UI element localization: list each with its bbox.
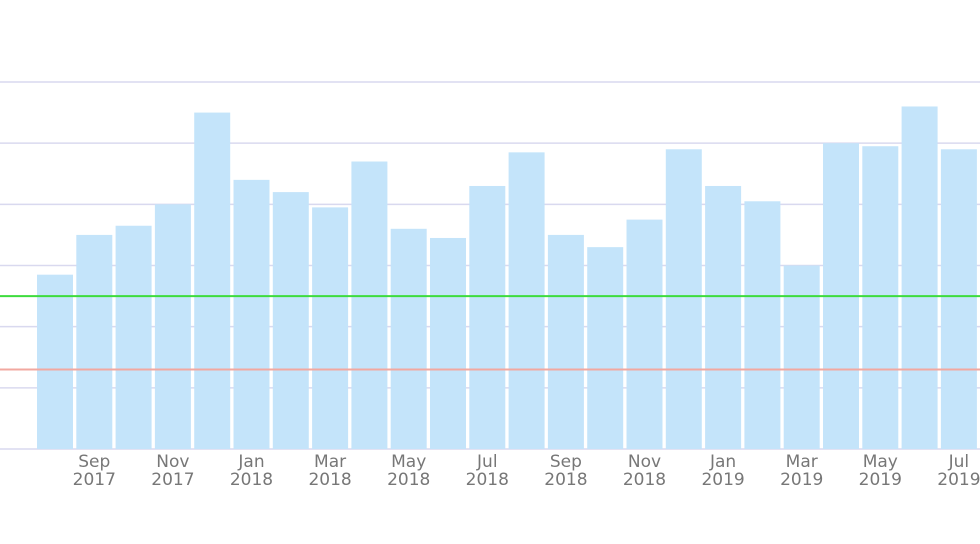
bar [665, 149, 702, 450]
bar [272, 192, 309, 449]
bar [626, 219, 663, 449]
bar [508, 152, 545, 449]
bar [115, 225, 152, 449]
x-tick-label-year: 2019 [780, 470, 823, 490]
bar [862, 146, 899, 449]
bar [705, 185, 742, 449]
bar [351, 161, 388, 449]
x-tick-label-year: 2019 [701, 470, 744, 490]
x-tick-label-month: Jan [237, 452, 264, 472]
x-axis-tick-labels: Sep2017Nov2017Jan2018Mar2018May2018Jul20… [73, 452, 980, 490]
x-tick-label-month: Mar [314, 452, 346, 472]
bar [76, 234, 113, 449]
x-tick-label-month: Nov [156, 452, 189, 472]
bar [940, 149, 977, 450]
reference-lines [0, 295, 980, 371]
bar [901, 106, 938, 449]
x-tick-label-month: May [863, 452, 898, 472]
x-tick-label-month: Sep [78, 452, 110, 472]
x-tick-label-year: 2018 [623, 470, 666, 490]
bars [37, 106, 977, 450]
x-tick-label-month: Jul [948, 452, 970, 472]
bar [469, 185, 506, 449]
bar [744, 201, 781, 449]
bar [312, 207, 349, 449]
bar [430, 237, 466, 449]
x-tick-label-month: Jan [709, 452, 736, 472]
x-tick-label-month: Nov [628, 452, 661, 472]
x-tick-label-month: Mar [786, 452, 818, 472]
x-tick-label-month: May [391, 452, 426, 472]
bar [587, 247, 624, 449]
bar [783, 265, 820, 449]
x-tick-label-year: 2017 [151, 470, 194, 490]
x-tick-label-year: 2018 [466, 470, 509, 490]
x-tick-label-year: 2017 [73, 470, 116, 490]
x-tick-label-year: 2019 [937, 470, 980, 490]
x-tick-label-year: 2019 [859, 470, 902, 490]
x-tick-label-year: 2018 [230, 470, 273, 490]
x-tick-label-year: 2018 [387, 470, 430, 490]
bar [194, 112, 231, 449]
x-tick-label-year: 2018 [308, 470, 351, 490]
bar [37, 274, 73, 449]
x-tick-label-month: Jul [476, 452, 498, 472]
bar [547, 234, 584, 449]
x-tick-label-year: 2018 [544, 470, 587, 490]
x-tick-label-month: Sep [550, 452, 582, 472]
bar [154, 204, 191, 449]
bar [233, 179, 270, 449]
bar [390, 228, 427, 449]
